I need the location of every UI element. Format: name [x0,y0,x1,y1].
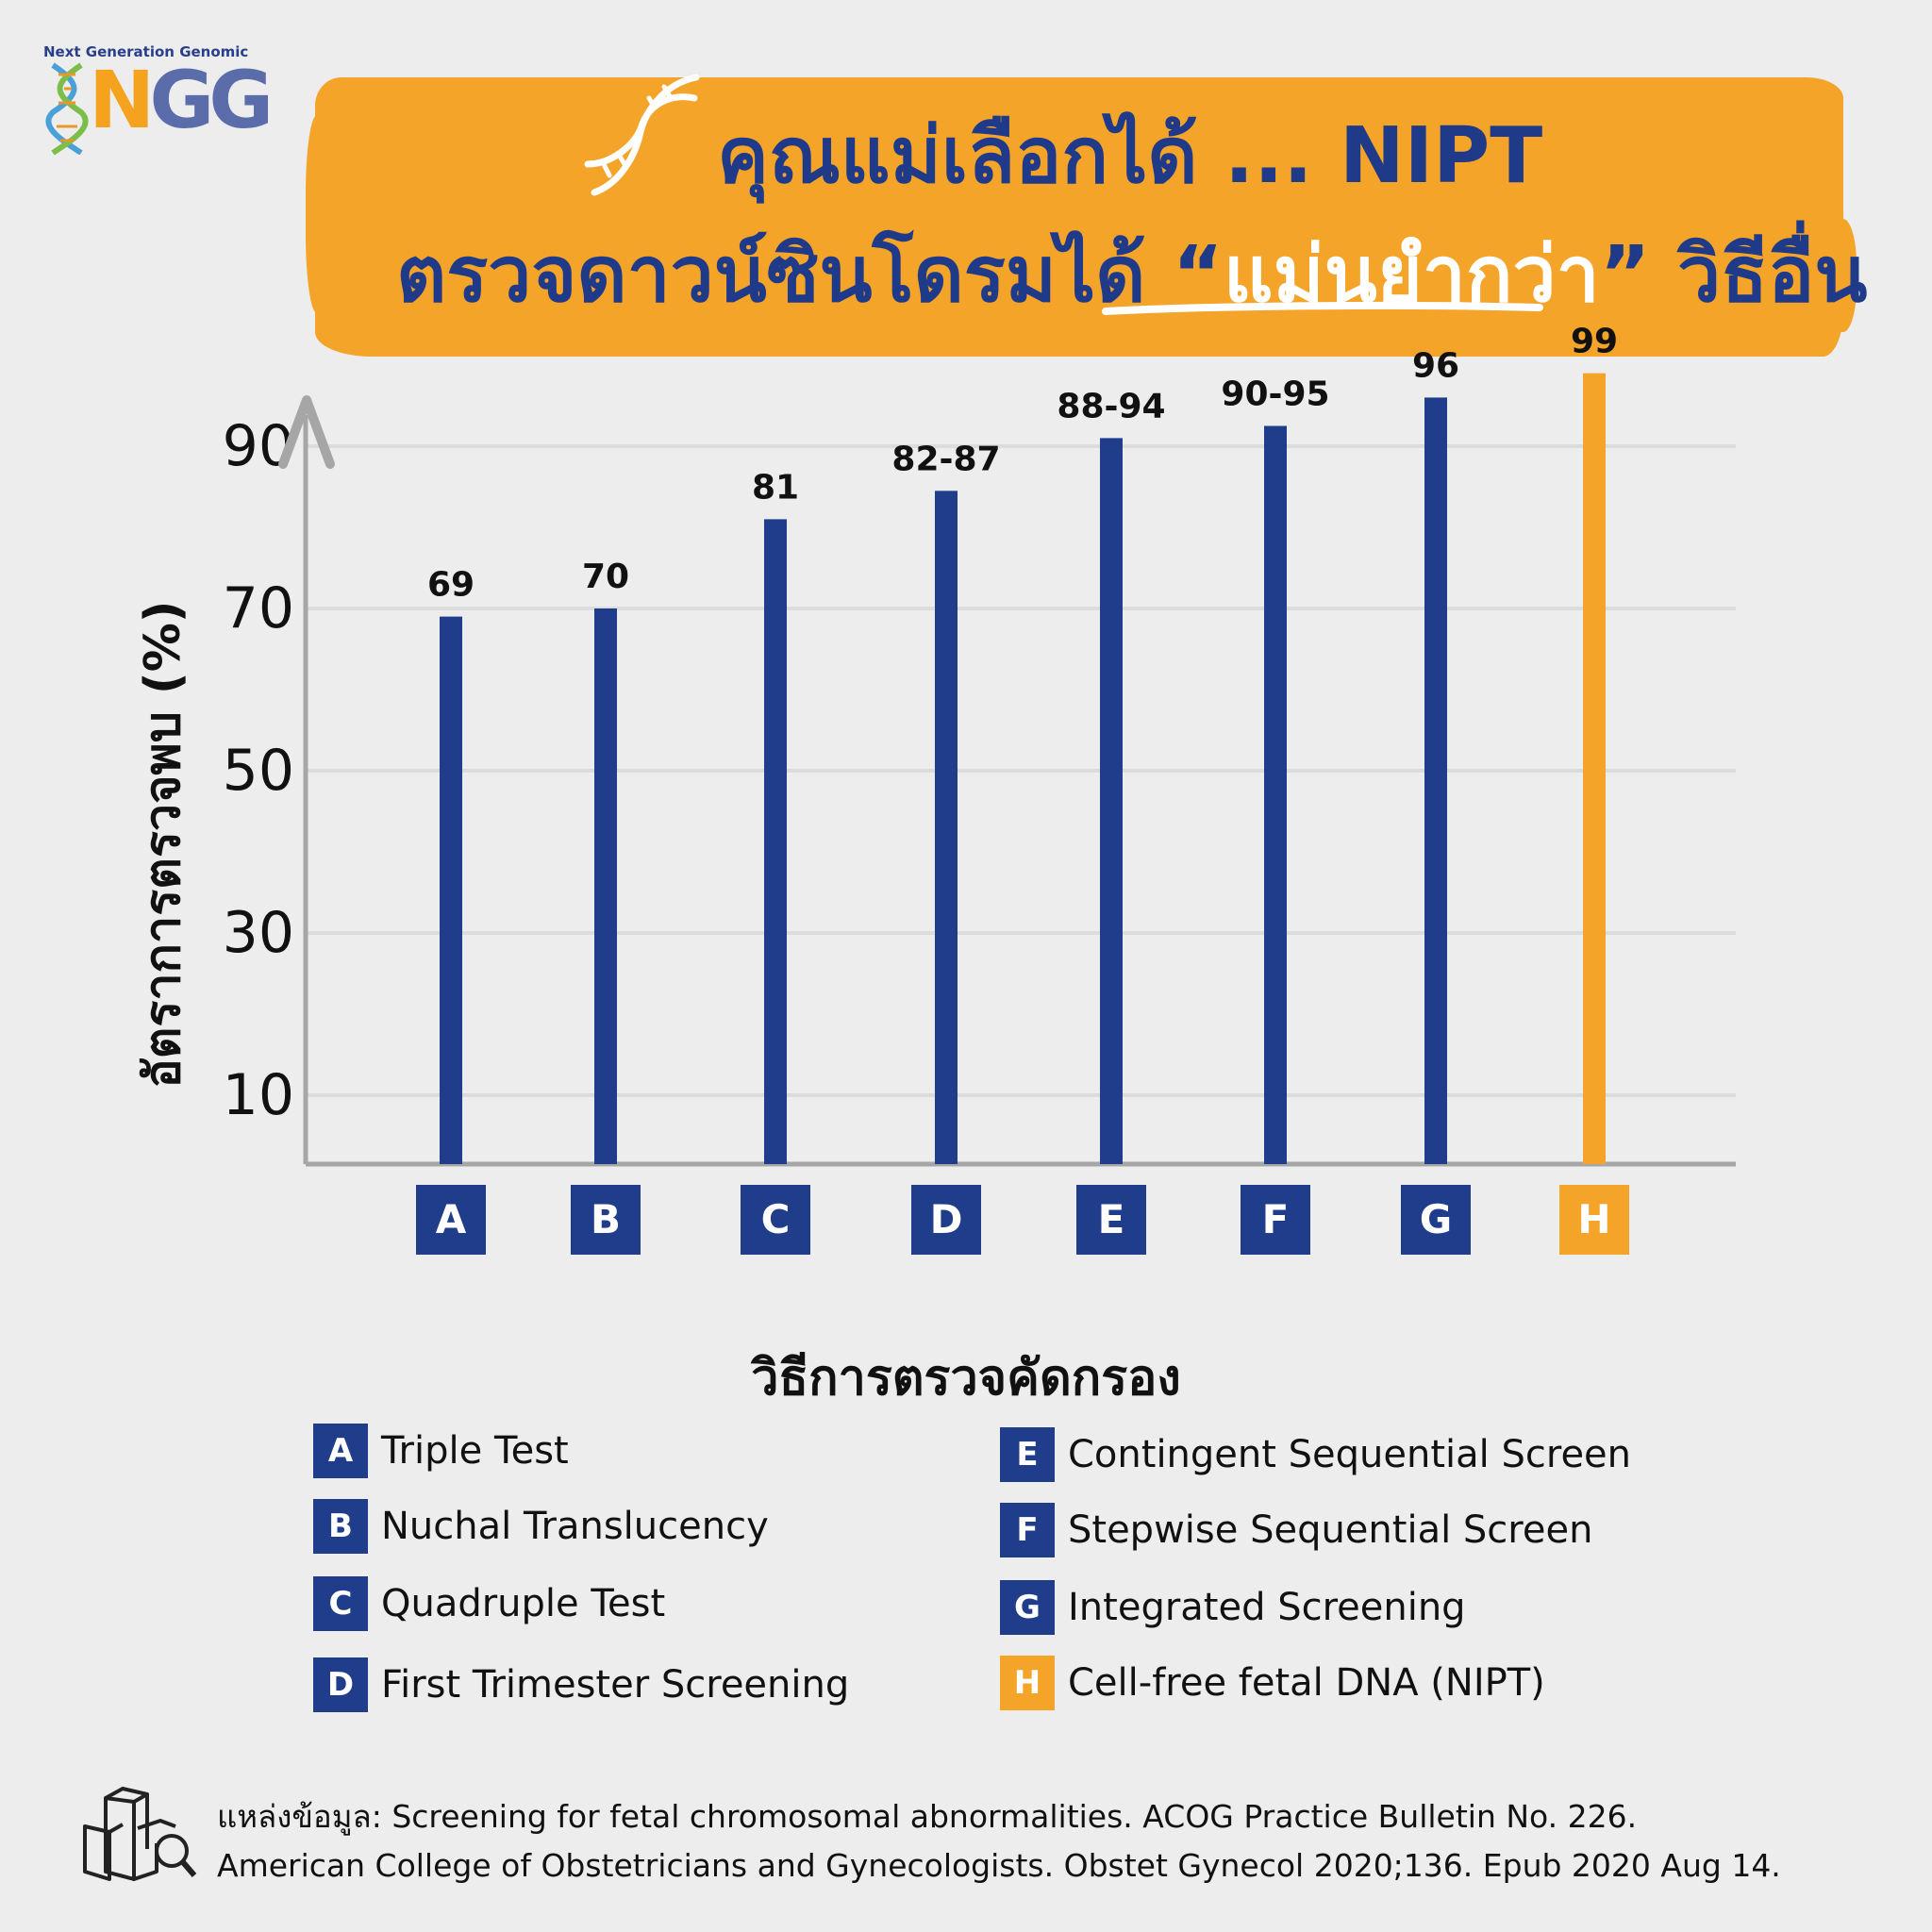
bar-chart: 69 70 81 82-87 88-94 90-95 96 99 [278,323,1736,1167]
legend-key-D: D [313,1657,368,1712]
category-box-D: D [911,1185,981,1255]
logo-tagline-b: Genomic [179,43,249,60]
data-label-C: 81 [752,468,799,507]
buildings-search-icon [83,1787,197,1881]
data-label-D: 82-87 [891,440,1000,478]
legend-key-E: E [1000,1427,1055,1482]
category-box-F: F [1241,1185,1310,1255]
dna-helix-logo-icon [45,62,89,155]
data-label-B: 70 [582,558,629,596]
category-box-C: C [741,1185,810,1255]
legend-key-C: C [313,1576,368,1631]
legend-key-H: H [1000,1656,1055,1710]
data-label-G: 96 [1412,346,1459,385]
bar-D [935,491,958,1164]
category-box-B: B [571,1185,641,1255]
logo-tagline: Next Generation Genomic [43,43,248,60]
x-axis-title: วิธีการตรวจคัดกรอง [751,1350,1181,1407]
bar-G [1424,397,1447,1164]
y-tick-30: 30 [222,900,294,966]
title-line2-end: ” วิธีอื่น [1599,230,1868,320]
legend-item-D: D First Trimester Screening [313,1657,849,1713]
legend-item-B: B Nuchal Translucency [313,1498,769,1555]
ngg-logo: Next Generation Genomic NGG [34,43,274,157]
legend-key-A: A [313,1424,368,1478]
bar-C [764,519,787,1164]
page-title-line1: คุณแม่เลือกได้ ... NIPT [717,111,1543,201]
legend-item-C: C Quadruple Test [313,1575,665,1632]
source-line2: American College of Obstetricians and Gy… [217,1847,1781,1884]
legend-label-A: Triple Test [381,1429,569,1473]
bar-F [1264,425,1287,1164]
bar-E [1100,438,1123,1164]
category-box-A: A [416,1185,486,1255]
legend-item-F: F Stepwise Sequential Screen [1000,1502,1592,1558]
logo-letters-gg: GG [149,54,274,146]
legend-label-C: Quadruple Test [381,1582,666,1625]
legend-label-E: Contingent Sequential Screen [1068,1433,1632,1476]
legend-key-F: F [1000,1503,1055,1557]
title-line2-start: ตรวจดาวน์ซินโดรมได้ “ [396,230,1224,320]
y-axis-arrow-icon [278,395,335,469]
bar-B [594,608,617,1164]
legend-item-A: A Triple Test [313,1423,569,1479]
logo-tagline-a: Next Generation [43,43,175,60]
y-tick-50: 50 [222,738,294,804]
legend-label-B: Nuchal Translucency [381,1505,769,1548]
legend-label-F: Stepwise Sequential Screen [1068,1508,1593,1552]
highlight-underline [1102,301,1543,315]
source-line1: แหล่งข้อมูล: Screening for fetal chromos… [217,1798,1638,1835]
data-label-H: 99 [1571,323,1618,361]
title-banner [306,77,1857,357]
source-citation: แหล่งข้อมูล: Screening for fetal chromos… [217,1792,1781,1890]
dna-icon [584,74,700,196]
legend-key-B: B [313,1499,368,1554]
legend-key-G: G [1000,1580,1055,1635]
legend-item-E: E Contingent Sequential Screen [1000,1426,1631,1483]
y-tick-70: 70 [222,575,294,641]
legend-label-H: Cell-free fetal DNA (NIPT) [1068,1661,1545,1705]
category-box-E: E [1076,1185,1146,1255]
data-label-F: 90-95 [1221,375,1329,414]
y-tick-10: 10 [222,1062,294,1128]
category-box-G: G [1401,1185,1471,1255]
logo-letters: NGG [89,60,274,140]
data-label-A: 69 [427,566,475,605]
bar-H [1583,373,1606,1165]
legend-label-D: First Trimester Screening [381,1663,850,1707]
bar-A [440,616,462,1164]
legend-label-G: Integrated Screening [1068,1586,1466,1629]
legend-item-G: G Integrated Screening [1000,1579,1466,1636]
category-box-H: H [1559,1185,1629,1255]
logo-letter-n: N [89,54,155,146]
legend-item-H: H Cell-free fetal DNA (NIPT) [1000,1655,1545,1711]
data-label-E: 88-94 [1057,387,1165,425]
